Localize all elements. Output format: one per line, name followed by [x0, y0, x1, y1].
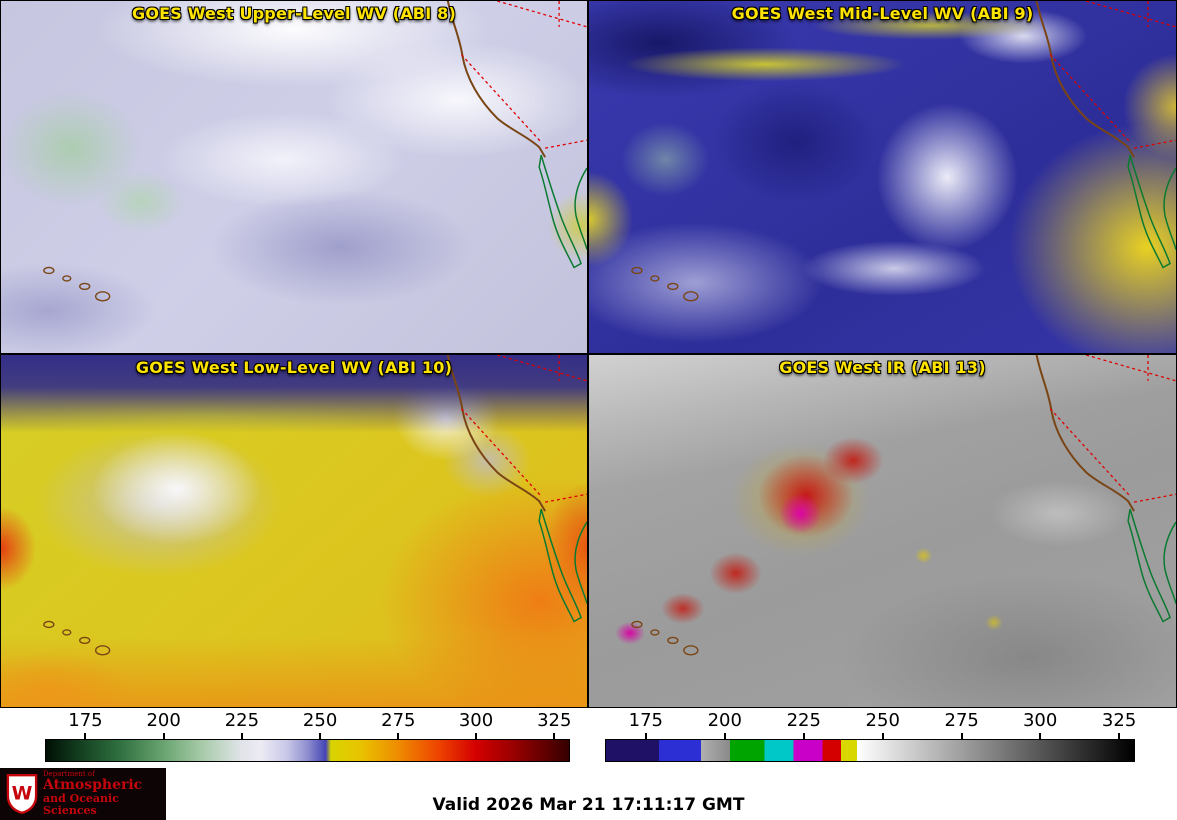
- wv-colorbar-gradient: [45, 739, 570, 762]
- panel-title-upper-level-wv: GOES West Upper-Level WV (ABI 8): [132, 4, 456, 23]
- ir-colorbar-gradient: [605, 739, 1135, 762]
- colorbar-tick-mark: [475, 733, 478, 739]
- colorbar-strip: 175 200 225 250 275 300 325 175 200 225 250 275 300…: [0, 708, 1177, 768]
- map-overlay: [42, 355, 587, 656]
- footer: W Department of Atmospheric and Oceanic …: [0, 768, 1177, 820]
- colorbar-tick-mark: [644, 733, 647, 739]
- satellite-panel-grid: GOES West Upper-Level WV (ABI 8) GOES We…: [0, 0, 1177, 708]
- colorbar-tick-mark: [802, 733, 805, 739]
- ir-colorbar: 175 200 225 250 275 300 325: [605, 708, 1137, 768]
- panel-mid-level-wv: GOES West Mid-Level WV (ABI 9): [588, 0, 1177, 354]
- ir-colorbar-ticks: 175 200 225 250 275 300 325: [605, 710, 1137, 740]
- panel-title-ir: GOES West IR (ABI 13): [779, 358, 986, 377]
- panel-title-low-level-wv: GOES West Low-Level WV (ABI 10): [135, 358, 453, 377]
- logo-line-oceanic-sciences: and Oceanic Sciences: [43, 792, 119, 818]
- colorbar-tick-mark: [84, 733, 87, 739]
- colorbar-tick-mark: [319, 733, 322, 739]
- colorbar-tick-label: 325: [537, 710, 572, 731]
- colorbar-tick-label: 175: [68, 710, 103, 731]
- wv-colorbar-ticks: 175 200 225 250 275 300 325: [45, 710, 572, 740]
- map-overlay: [630, 1, 1176, 302]
- uw-crest-icon: W: [6, 774, 38, 815]
- colorbar-tick-mark: [553, 733, 556, 739]
- panel-ir: GOES West IR (ABI 13): [588, 354, 1177, 708]
- panel-low-level-wv: GOES West Low-Level WV (ABI 10): [0, 354, 588, 708]
- panel-upper-level-wv: GOES West Upper-Level WV (ABI 8): [0, 0, 588, 354]
- colorbar-tick-mark: [240, 733, 243, 739]
- colorbar-tick-mark: [881, 733, 884, 739]
- colorbar-tick-label: 275: [944, 710, 979, 731]
- valid-time-label: Valid 2026 Mar 21 17:11:17 GMT: [432, 795, 745, 815]
- colorbar-tick-label: 275: [381, 710, 416, 731]
- colorbar-tick-mark: [1118, 733, 1121, 739]
- logo-line-atmospheric: Atmospheric: [43, 777, 143, 794]
- map-overlay: [42, 1, 587, 302]
- colorbar-tick-label: 225: [786, 710, 821, 731]
- colorbar-tick-label: 200: [146, 710, 181, 731]
- colorbar-tick-label: 175: [628, 710, 663, 731]
- logo-text: Department of Atmospheric and Oceanic Sc…: [43, 769, 160, 818]
- colorbar-tick-mark: [162, 733, 165, 739]
- colorbar-tick-mark: [723, 733, 726, 739]
- colorbar-tick-label: 300: [1022, 710, 1058, 731]
- colorbar-tick-label: 225: [224, 710, 260, 731]
- aos-department-logo: W Department of Atmospheric and Oceanic …: [0, 768, 166, 820]
- map-overlay: [630, 355, 1176, 656]
- colorbar-tick-label: 200: [707, 710, 742, 731]
- logo-line-department-of: Department of: [43, 769, 95, 778]
- colorbar-tick-label: 250: [302, 710, 338, 731]
- colorbar-tick-mark: [1039, 733, 1042, 739]
- colorbar-tick-mark: [397, 733, 400, 739]
- colorbar-tick-label: 325: [1101, 710, 1137, 731]
- wv-colorbar: 175 200 225 250 275 300 325: [45, 708, 572, 768]
- colorbar-tick-label: 300: [458, 710, 494, 731]
- crest-letter: W: [12, 784, 33, 805]
- colorbar-tick-label: 250: [865, 710, 900, 731]
- colorbar-tick-mark: [960, 733, 963, 739]
- panel-title-mid-level-wv: GOES West Mid-Level WV (ABI 9): [731, 4, 1034, 23]
